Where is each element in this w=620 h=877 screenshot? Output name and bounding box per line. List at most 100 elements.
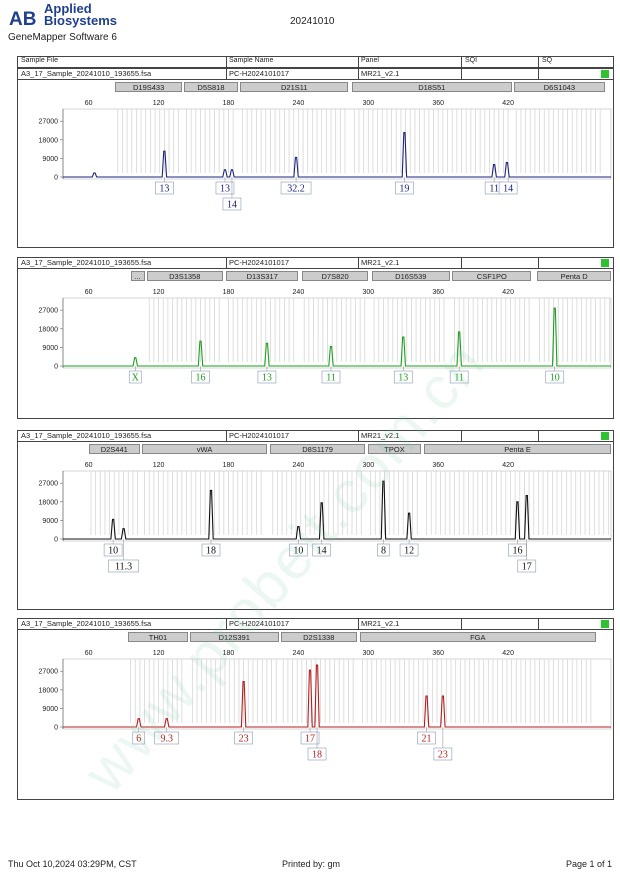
allele-call-label[interactable]: 10 bbox=[289, 543, 308, 557]
y-tick-label: 27000 bbox=[39, 481, 59, 488]
allele-call-label[interactable]: 19 bbox=[395, 181, 414, 195]
marker-d3s1358[interactable]: D3S1358 bbox=[146, 271, 223, 281]
y-tick-label: 9000 bbox=[42, 518, 58, 525]
x-tick-label: 60 bbox=[85, 100, 93, 107]
svg-text:10: 10 bbox=[108, 546, 118, 557]
marker-d19s433[interactable]: D19S433 bbox=[115, 82, 182, 92]
allele-call-label[interactable]: 11 bbox=[449, 370, 469, 384]
marker-d18s51[interactable]: D18S51 bbox=[351, 82, 512, 92]
x-tick-label: 360 bbox=[432, 289, 444, 296]
allele-call-label[interactable]: 23 bbox=[234, 731, 253, 745]
allele-call-label[interactable]: 10 bbox=[545, 370, 565, 384]
x-tick-label: 240 bbox=[293, 100, 305, 107]
x-tick-label: 360 bbox=[432, 650, 444, 657]
brand-line-2: Biosystems bbox=[44, 13, 117, 28]
y-tick-label: 9000 bbox=[42, 345, 58, 352]
marker-fga[interactable]: FGA bbox=[360, 632, 596, 642]
allele-call-label[interactable]: 14 bbox=[222, 197, 242, 211]
allele-call-label[interactable]: 13 bbox=[257, 370, 277, 384]
marker-d5s818[interactable]: D5S818 bbox=[184, 82, 238, 92]
panel-name: MR21_v2.1 bbox=[361, 431, 400, 440]
sample-file: A3_17_Sample_20241010_193655.fsa bbox=[21, 69, 152, 78]
marker-d8s1179[interactable]: D8S1179 bbox=[270, 444, 365, 454]
allele-call-label[interactable]: 16 bbox=[191, 370, 210, 384]
allele-call-label[interactable]: 13 bbox=[393, 370, 413, 384]
marker-vwa[interactable]: vWA bbox=[142, 444, 267, 454]
allele-call-label[interactable]: 21 bbox=[417, 731, 436, 745]
allele-call-label[interactable]: 32.2 bbox=[280, 181, 312, 195]
allele-call-label[interactable]: 9.3 bbox=[154, 731, 180, 745]
allele-call-label[interactable]: 18 bbox=[201, 543, 221, 557]
svg-text:17: 17 bbox=[522, 562, 532, 573]
x-tick-label: 180 bbox=[223, 462, 235, 469]
panel-name: MR21_v2.1 bbox=[361, 619, 400, 628]
allele-call-label[interactable]: 16 bbox=[508, 543, 527, 557]
svg-text:11.3: 11.3 bbox=[115, 562, 132, 573]
allele-call-label[interactable]: 13 bbox=[215, 181, 235, 195]
y-tick-label: 18000 bbox=[39, 687, 59, 694]
allele-call-label[interactable]: 23 bbox=[433, 747, 453, 761]
marker-csf1po[interactable]: CSF1PO bbox=[452, 271, 532, 281]
x-tick-label: 300 bbox=[362, 650, 374, 657]
page-number: Page 1 of 1 bbox=[566, 859, 613, 869]
marker-d16s539[interactable]: D16S539 bbox=[371, 271, 450, 281]
marker-d12s391[interactable]: D12S391 bbox=[190, 632, 279, 642]
allele-call-label[interactable]: 17 bbox=[300, 731, 320, 745]
y-tick-label: 0 bbox=[54, 725, 58, 732]
allele-call-label[interactable]: X bbox=[128, 370, 142, 384]
allele-call-label[interactable]: 11 bbox=[321, 370, 341, 384]
report-title: 20241010 bbox=[290, 16, 335, 27]
marker-d2s441[interactable]: D2S441 bbox=[88, 444, 140, 454]
allele-call-label[interactable]: 12 bbox=[399, 543, 419, 557]
x-tick-label: 300 bbox=[362, 100, 374, 107]
electropherogram-plot: 60 120 180 240 300 360 420 27000 18000 9000 0 X 16 13… bbox=[39, 289, 612, 384]
svg-text:16: 16 bbox=[196, 373, 206, 384]
svg-text:14: 14 bbox=[227, 200, 237, 211]
svg-text:9.3: 9.3 bbox=[160, 734, 173, 745]
marker-d13s317[interactable]: D13S317 bbox=[226, 271, 299, 281]
allele-call-label[interactable]: 11.3 bbox=[108, 559, 139, 573]
x-tick-label: 420 bbox=[502, 462, 514, 469]
svg-text:17: 17 bbox=[305, 734, 315, 745]
marker-d2s1338[interactable]: D2S1338 bbox=[280, 632, 357, 642]
electropherogram-plot: 60 120 180 240 300 360 420 27000 18000 9000 0 6 9.3 2… bbox=[39, 650, 612, 761]
svg-text:AB: AB bbox=[9, 9, 36, 30]
column-header-row: Sample File Sample Name Panel SQI SQ bbox=[17, 56, 614, 68]
svg-text:23: 23 bbox=[239, 734, 249, 745]
allele-call-label[interactable]: 13 bbox=[155, 181, 174, 195]
allele-call-label[interactable]: 18 bbox=[307, 747, 327, 761]
marker-d21s11[interactable]: D21S11 bbox=[240, 82, 349, 92]
marker-penta-e[interactable]: Penta E bbox=[424, 444, 611, 454]
allele-call-label[interactable]: 6 bbox=[132, 731, 146, 745]
marker-th01[interactable]: TH01 bbox=[128, 632, 188, 642]
dye-panel-black: A3_17_Sample_20241010_193655.fsa PC-H2024… bbox=[17, 430, 614, 610]
sample-name: PC-H2024101017 bbox=[229, 69, 290, 78]
electropherogram-plot: 60 120 180 240 300 360 420 27000 18000 9000 0 10 11.… bbox=[39, 462, 612, 573]
x-tick-label: 120 bbox=[153, 650, 165, 657]
allele-call-label[interactable]: 10 bbox=[103, 543, 123, 557]
svg-text:21: 21 bbox=[422, 734, 432, 745]
marker-tpox[interactable]: TPOX bbox=[368, 444, 421, 454]
svg-text:23: 23 bbox=[438, 750, 448, 761]
allele-call-label[interactable]: 14 bbox=[498, 181, 518, 195]
sample-file: A3_17_Sample_20241010_193655.fsa bbox=[21, 619, 152, 628]
electropherogram-plot: 60 120 180 240 300 360 420 27000 18000 9000 0 13 13 1… bbox=[39, 100, 612, 211]
marker--[interactable]: ... bbox=[130, 271, 145, 281]
x-tick-label: 120 bbox=[153, 289, 165, 296]
y-tick-label: 18000 bbox=[39, 326, 59, 333]
sq-status-indicator bbox=[601, 620, 609, 628]
allele-call-label[interactable]: 8 bbox=[377, 543, 390, 557]
sq-status-indicator bbox=[601, 70, 609, 78]
marker-d7s820[interactable]: D7S820 bbox=[301, 271, 369, 281]
svg-text:11: 11 bbox=[454, 373, 464, 384]
trace-red bbox=[63, 664, 611, 728]
printed-by: Printed by: gm bbox=[282, 859, 341, 869]
marker-penta-d[interactable]: Penta D bbox=[537, 271, 611, 281]
y-tick-label: 27000 bbox=[39, 308, 59, 315]
marker-d6s1043[interactable]: D6S1043 bbox=[513, 82, 605, 92]
x-tick-label: 360 bbox=[432, 462, 444, 469]
svg-text:16: 16 bbox=[512, 546, 522, 557]
allele-call-label[interactable]: 14 bbox=[312, 543, 331, 557]
panel-sample-row: A3_17_Sample_20241010_193655.fsa PC-H2024… bbox=[18, 69, 613, 80]
allele-call-label[interactable]: 17 bbox=[517, 559, 537, 573]
